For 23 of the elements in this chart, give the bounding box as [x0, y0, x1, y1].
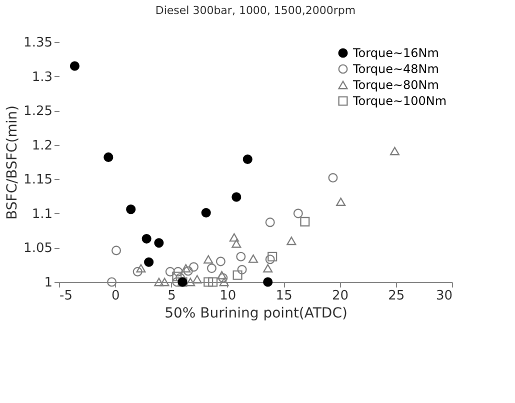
legend-label: Torque~16Nm: [352, 46, 439, 60]
y-tick-label: 1.1: [32, 206, 52, 222]
x-tick-label: -5: [60, 288, 72, 304]
x-tick-label: 0: [112, 288, 120, 304]
y-tick-label: 1.05: [24, 241, 52, 256]
x-axis-title: 50% Burining point(ATDC): [164, 306, 348, 322]
x-tick-label: 5: [168, 288, 176, 304]
x-tick-label: 30: [436, 288, 452, 304]
y-tick-label: 1.15: [24, 172, 52, 188]
y-tick-label: 1.35: [24, 36, 52, 50]
y-axis-title: BSFC/BSFC(min): [4, 105, 21, 220]
x-tick-label: 10: [220, 288, 236, 304]
legend-label: Torque~100Nm: [352, 94, 447, 108]
x-tick-label: 15: [276, 288, 292, 304]
legend-label: Torque~80Nm: [352, 78, 439, 92]
y-tick-label: 1.25: [24, 104, 52, 120]
x-tick-label: 20: [332, 288, 348, 304]
chart-title: Diesel 300bar, 1000, 1500,2000rpm: [155, 4, 356, 17]
x-tick-label: 25: [388, 288, 405, 304]
y-tick-label: 1: [44, 276, 52, 290]
y-tick-label: 1.2: [32, 138, 52, 154]
legend-label: Torque~48Nm: [352, 62, 439, 76]
y-tick-label: 1.3: [32, 70, 52, 85]
